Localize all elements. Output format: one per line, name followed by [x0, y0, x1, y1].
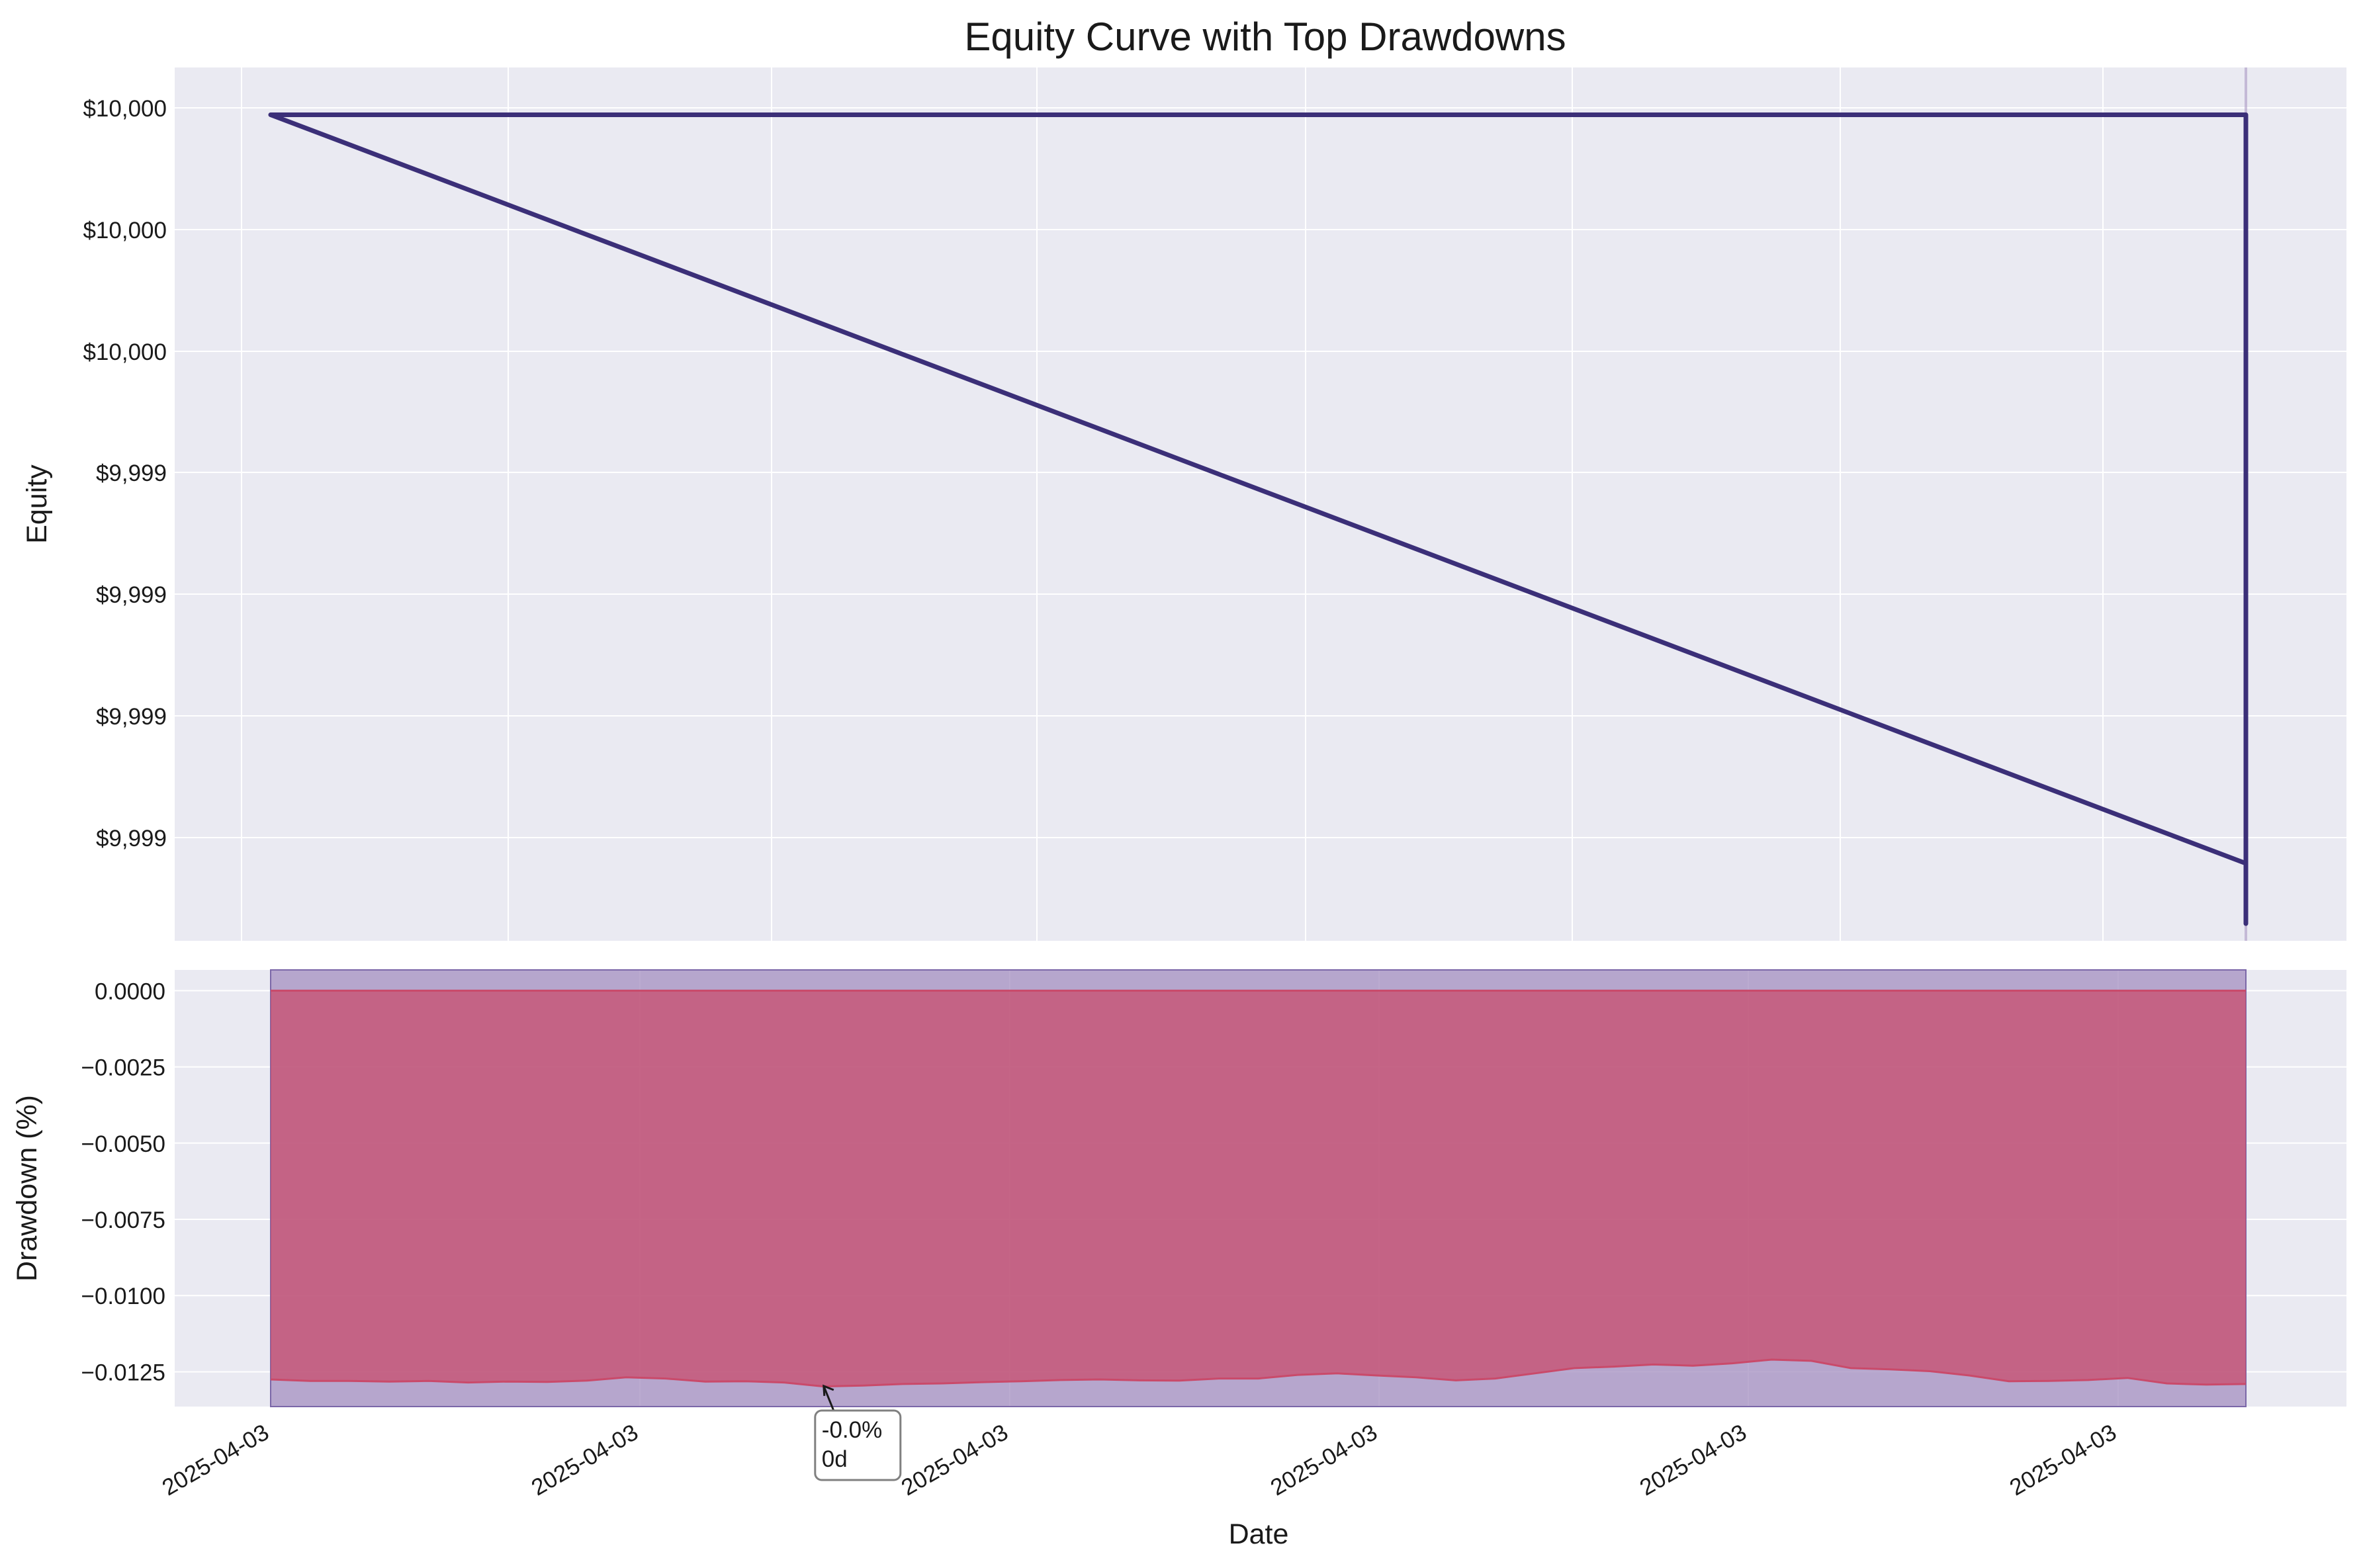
drawdown-y-tick-label-0: 0.0000: [95, 979, 165, 1004]
equity-y-ticks: $10,000 $10,000 $10,000 $9,999 $9,999 $9,999 $…: [83, 96, 167, 851]
equity-plot-area: [175, 67, 2346, 941]
annotation-box: [814, 1409, 902, 1481]
equity-y-tick-label-5: $9,999: [96, 704, 167, 730]
drawdown-y-tick-label-4: −0.0100: [81, 1284, 166, 1309]
equity-grid: [175, 67, 2346, 941]
drawdown-y-tick-label-5: −0.0125: [81, 1360, 166, 1385]
drawdown-y-tick-label-2: −0.0050: [81, 1131, 166, 1157]
top-chart-title: Equity Curve with Top Drawdowns: [964, 15, 1566, 59]
equity-y-tick-label-4: $9,999: [96, 582, 167, 608]
equity-y-tick-label-2: $10,000: [83, 339, 167, 365]
drawdown-y-tick-label-3: −0.0075: [81, 1207, 166, 1233]
equity-line: [268, 112, 2249, 926]
drawdown-line: [270, 1358, 2247, 1388]
drawdown-annotation: -0.0% 0d: [814, 1384, 902, 1481]
annotation-value: -0.0%: [822, 1417, 882, 1443]
drawdown-y-ticks: 0.0000 −0.0025 −0.0050 −0.0075 −0.0100 −0.012…: [81, 979, 166, 1385]
drawdown-y-tick-label-1: −0.0025: [81, 1055, 166, 1081]
x-axis-label: Date: [1229, 1518, 1289, 1550]
annotation-arrow-head: [823, 1384, 834, 1396]
annotation-duration: 0d: [822, 1446, 848, 1472]
equity-panel: $10,000 $10,000 $10,000 $9,999 $9,999 $9,999 $…: [21, 67, 2346, 941]
equity-y-tick-label-6: $9,999: [96, 826, 167, 851]
drawdown-area: [271, 990, 2246, 1387]
drawdown-panel: 0.0000 −0.0025 −0.0050 −0.0075 −0.0100 −0.012…: [11, 969, 2346, 1550]
equity-y-tick-label-3: $9,999: [96, 460, 167, 486]
annotation-arrow-line: [823, 1385, 835, 1411]
drawdown-y-axis-label: Drawdown (%): [11, 1095, 43, 1282]
equity-y-axis-label: Equity: [21, 464, 53, 544]
equity-y-tick-label-0: $10,000: [83, 96, 167, 122]
equity-y-tick-label-1: $10,000: [83, 218, 167, 243]
